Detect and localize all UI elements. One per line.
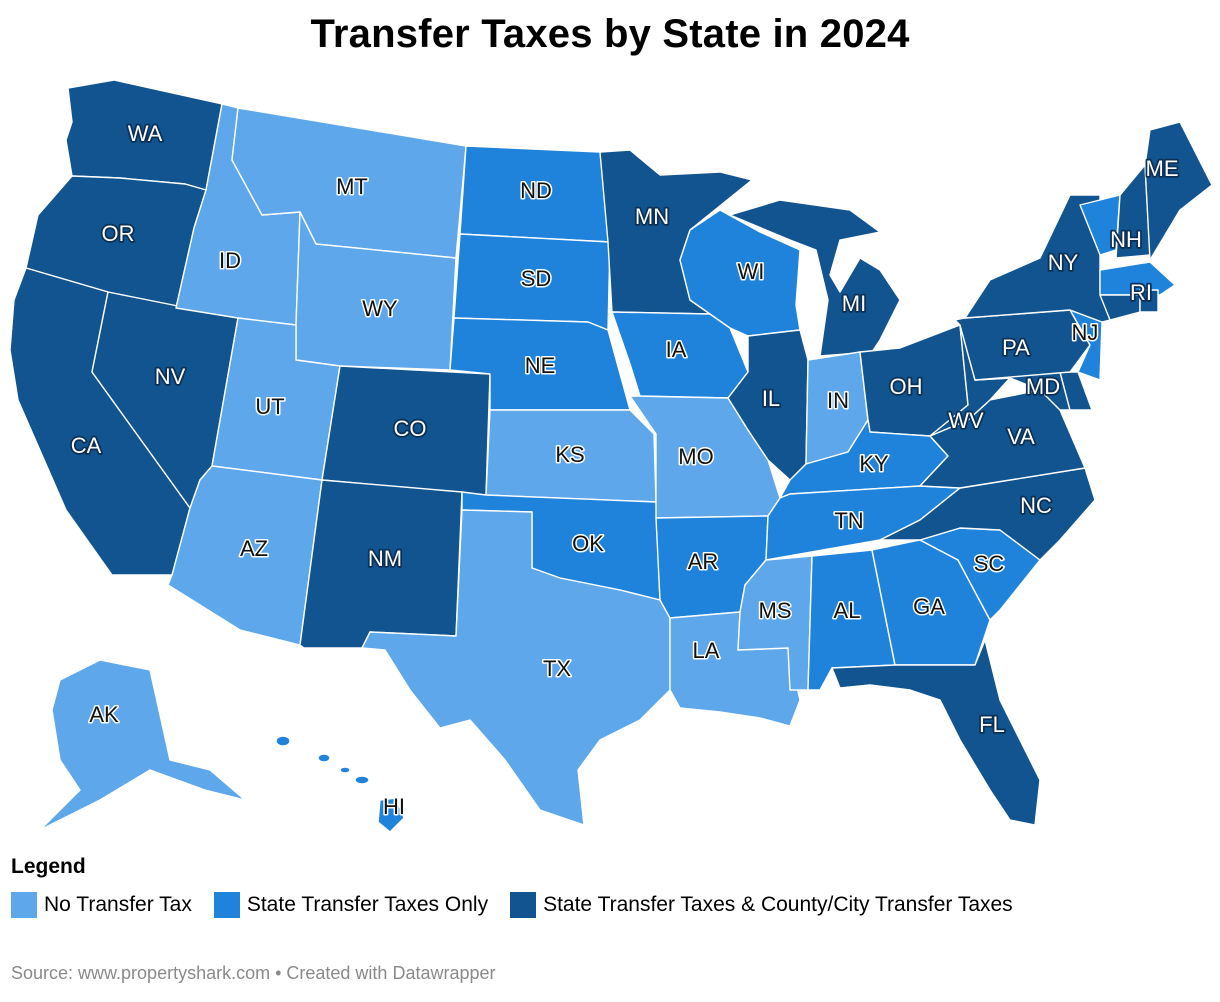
state-label-ia: IA [666,337,687,362]
legend-swatch-no-transfer-tax [11,892,37,918]
map-title: Transfer Taxes by State in 2024 [310,12,910,56]
state-label-nd: ND [520,178,552,203]
state-label-fl: FL [979,712,1005,737]
state-RI[interactable] [1139,289,1159,313]
state-label-oh: OH [890,374,923,399]
state-label-ak: AK [89,702,119,727]
state-ME[interactable] [1144,121,1213,261]
state-label-ms: MS [759,598,792,623]
state-label-mi: MI [842,291,866,316]
state-HI-island-molokai [339,766,351,774]
state-label-nh: NH [1110,227,1142,252]
state-label-co: CO [394,416,427,441]
state-label-ut: UT [255,394,284,419]
state-label-ri: RI [1130,280,1152,305]
state-label-ar: AR [688,549,719,574]
state-KS[interactable] [485,409,657,503]
state-DE[interactable] [1059,371,1093,411]
state-label-va: VA [1007,424,1035,449]
state-label-ne: NE [525,353,556,378]
legend-item-no-transfer-tax: No Transfer Tax [11,892,192,918]
state-label-ca: CA [71,433,102,458]
state-label-ks: KS [555,442,584,467]
legend-item-state-only: State Transfer Taxes Only [213,892,489,918]
legend-label-state-and-local: State Transfer Taxes & County/City Trans… [543,893,1013,916]
state-label-mt: MT [336,174,368,199]
state-label-pa: PA [1002,335,1030,360]
legend-swatch-state-and-local [510,892,537,918]
state-HI-island-maui [354,775,370,785]
state-label-me: ME [1146,156,1179,181]
state-label-az: AZ [240,536,268,561]
state-HI-island-kauai [275,735,291,747]
state-label-ky: KY [859,451,889,476]
legend: No Transfer Tax State Transfer Taxes Onl… [11,892,1035,918]
legend-item-state-and-local: State Transfer Taxes & County/City Trans… [510,892,1013,918]
state-label-sd: SD [521,266,552,291]
state-label-sc: SC [974,551,1005,576]
state-label-mo: MO [678,444,713,469]
us-map: WA OR CA NV ID MT WY UT AZ CO NM ND SD NE KS OK TX MN IA MO… [9,79,1213,833]
state-label-wa: WA [128,121,163,146]
legend-swatch-state-only [213,892,240,918]
state-label-ok: OK [572,531,604,556]
state-AK[interactable] [39,659,246,831]
state-label-nm: NM [368,546,402,571]
legend-title: Legend [11,855,86,878]
state-label-in: IN [827,388,849,413]
state-IL[interactable] [727,329,809,481]
state-label-hi: HI [383,794,405,819]
state-label-md: MD [1026,374,1060,399]
state-label-nj: NJ [1072,320,1099,345]
state-MA[interactable] [1099,261,1176,296]
source-credit: Source: www.propertyshark.com • Created … [11,963,496,983]
state-label-wv: WV [948,408,984,433]
state-label-or: OR [102,221,135,246]
state-label-mn: MN [635,204,669,229]
state-MI[interactable] [729,199,901,357]
state-FL[interactable] [831,639,1041,826]
state-label-wi: WI [738,259,765,284]
state-label-nc: NC [1020,493,1052,518]
state-label-id: ID [219,248,241,273]
state-label-tx: TX [543,656,571,681]
state-HI-island-oahu [317,753,331,763]
legend-label-state-only: State Transfer Taxes Only [246,893,489,916]
state-label-ny: NY [1048,250,1079,275]
state-TX[interactable] [361,509,671,826]
legend-label-no-transfer-tax: No Transfer Tax [44,893,192,916]
state-label-wy: WY [362,296,398,321]
state-label-il: IL [762,386,780,411]
state-HI[interactable] [377,797,405,833]
state-label-la: LA [693,638,720,663]
state-label-al: AL [834,598,861,623]
state-label-tn: TN [834,508,863,533]
state-label-nv: NV [155,364,186,389]
state-label-ga: GA [913,594,945,619]
state-labels: WA OR CA NV ID MT WY UT AZ CO NM ND SD NE KS OK TX MN IA MO… [69,119,1180,820]
